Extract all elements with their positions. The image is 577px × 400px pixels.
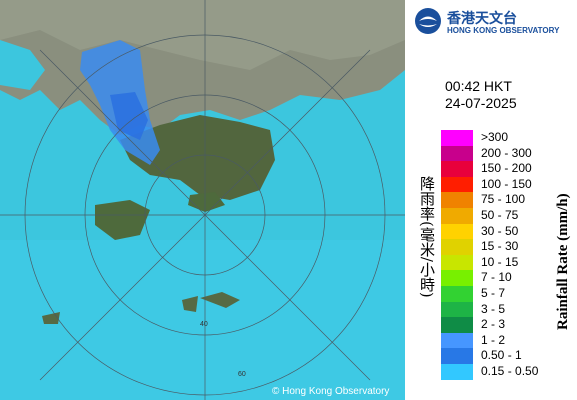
ring-label: 60 [238,371,246,378]
kowloon-nt [120,115,275,200]
legend-swatch [441,161,473,177]
radar-map: 40 60 © Hong Kong Observatory [0,0,405,400]
side-panel: 香港天文台 HONG KONG OBSERVATORY 00:42 HKT 24… [405,0,577,400]
legend-swatch [441,286,473,302]
rain-echo [110,92,148,140]
legend-label: 50 - 75 [481,208,519,222]
legend-swatch [441,239,473,255]
legend-swatch [441,176,473,193]
legend-swatch [441,270,473,286]
legend-swatch [441,364,473,380]
credit: © Hong Kong Observatory [272,386,389,397]
lantau-island [95,200,150,240]
legend-label: 100 - 150 [481,176,532,191]
legend-swatch [441,317,473,333]
estuary [0,40,45,90]
legend-title-english: Rainfall Rate (mm/h) [555,193,571,330]
sea-south [0,240,405,400]
hko-logo [415,8,441,34]
logo-chinese: 香港天文台 [447,10,517,26]
legend-swatch [441,332,473,349]
legend-swatch [441,130,473,146]
legend-label: >300 [481,130,509,144]
legend-swatch [441,145,473,162]
legend-title-chinese: 降雨率(毫米/小時) [418,176,436,298]
legend-label: 75 - 100 [481,192,526,207]
range-rings [0,0,405,400]
legend-swatch [441,223,473,240]
island [182,296,198,312]
island [200,292,240,308]
legend-label: 7 - 10 [481,270,512,285]
legend-label: 200 - 300 [481,145,532,160]
legend-label: 30 - 50 [481,223,519,238]
legend-label: 2 - 3 [481,317,506,332]
logo-swirl [419,16,437,21]
legend-swatch [441,192,473,208]
legend-label: 150 - 200 [481,161,532,176]
logo-swirl [419,24,437,27]
date: 24-07-2025 [445,95,517,111]
legend-swatch [441,348,473,364]
legend-label: 1 - 2 [481,332,506,347]
legend-label: 0.50 - 1 [481,348,522,363]
legend-swatch [441,301,473,318]
time: 00:42 HKT [445,78,512,94]
logo-mark [415,8,441,34]
legend-label: 15 - 30 [481,239,519,254]
logo-english: HONG KONG OBSERVATORY [447,26,560,35]
bearing-line [39,49,371,381]
legend-swatch [441,208,473,224]
legend-swatch [441,254,473,271]
ring-label: 40 [200,321,208,328]
legend-label: 10 - 15 [481,254,519,269]
legend-label: 3 - 5 [481,301,506,316]
legend-label: 5 - 7 [481,286,506,300]
legend-label: 0.15 - 0.50 [481,364,539,378]
